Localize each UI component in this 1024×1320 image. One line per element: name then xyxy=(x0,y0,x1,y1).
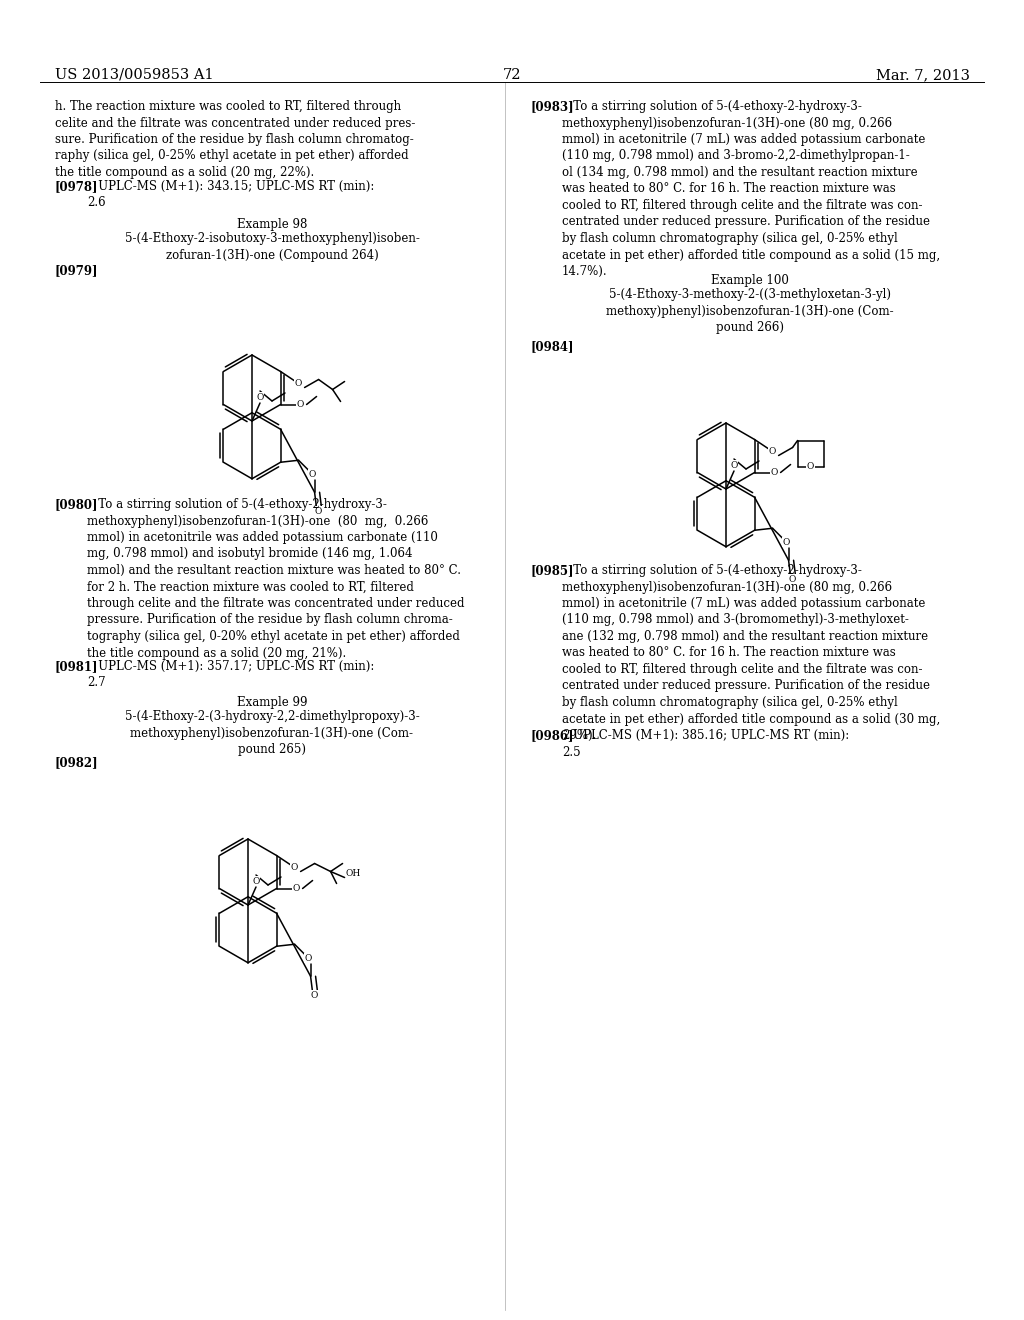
Text: Example 99: Example 99 xyxy=(237,696,307,709)
Text: [0979]: [0979] xyxy=(55,264,98,277)
Text: 5-(4-Ethoxy-2-(3-hydroxy-2,2-dimethylpropoxy)-3-
methoxyphenyl)isobenzofuran-1(3: 5-(4-Ethoxy-2-(3-hydroxy-2,2-dimethylpro… xyxy=(125,710,420,756)
Text: US 2013/0059853 A1: US 2013/0059853 A1 xyxy=(55,69,214,82)
Text: OH: OH xyxy=(345,869,360,878)
Text: To a stirring solution of 5-(4-ethoxy-2-hydroxy-3-
methoxyphenyl)isobenzofuran-1: To a stirring solution of 5-(4-ethoxy-2-… xyxy=(87,498,465,660)
Text: To a stirring solution of 5-(4-ethoxy-2-hydroxy-3-
methoxyphenyl)isobenzofuran-1: To a stirring solution of 5-(4-ethoxy-2-… xyxy=(562,100,940,279)
Text: h. The reaction mixture was cooled to RT, filtered through
celite and the filtra: h. The reaction mixture was cooled to RT… xyxy=(55,100,416,180)
Text: O: O xyxy=(807,462,814,471)
Text: O: O xyxy=(769,447,776,455)
Text: [0982]: [0982] xyxy=(55,756,98,770)
Text: [0986]: [0986] xyxy=(530,729,573,742)
Text: O: O xyxy=(305,954,312,962)
Text: [0984]: [0984] xyxy=(530,341,573,352)
Text: 72: 72 xyxy=(503,69,521,82)
Text: O: O xyxy=(293,884,300,894)
Text: 5-(4-Ethoxy-2-isobutoxy-3-methoxyphenyl)isoben-
zofuran-1(3H)-one (Compound 264): 5-(4-Ethoxy-2-isobutoxy-3-methoxyphenyl)… xyxy=(125,232,420,261)
Text: O: O xyxy=(295,379,302,388)
Text: O: O xyxy=(730,461,737,470)
Text: Mar. 7, 2013: Mar. 7, 2013 xyxy=(876,69,970,82)
Text: O: O xyxy=(252,876,260,886)
Text: UPLC-MS (M+1): 385.16; UPLC-MS RT (min):
2.5: UPLC-MS (M+1): 385.16; UPLC-MS RT (min):… xyxy=(562,729,849,759)
Text: [0978]: [0978] xyxy=(55,180,98,193)
Text: O: O xyxy=(783,537,791,546)
Text: [0985]: [0985] xyxy=(530,564,573,577)
Text: UPLC-MS (M+1): 357.17; UPLC-MS RT (min):
2.7: UPLC-MS (M+1): 357.17; UPLC-MS RT (min):… xyxy=(87,660,375,689)
Text: O: O xyxy=(291,863,298,873)
Text: O: O xyxy=(297,400,304,409)
Text: O: O xyxy=(256,392,264,401)
Text: O: O xyxy=(311,991,318,999)
Text: [0980]: [0980] xyxy=(55,498,98,511)
Text: O: O xyxy=(315,507,323,516)
Text: O: O xyxy=(788,574,797,583)
Text: Example 100: Example 100 xyxy=(711,275,788,286)
Text: 5-(4-Ethoxy-3-methoxy-2-((3-methyloxetan-3-yl)
methoxy)phenyl)isobenzofuran-1(3H: 5-(4-Ethoxy-3-methoxy-2-((3-methyloxetan… xyxy=(606,288,894,334)
Text: UPLC-MS (M+1): 343.15; UPLC-MS RT (min):
2.6: UPLC-MS (M+1): 343.15; UPLC-MS RT (min):… xyxy=(87,180,375,210)
Text: To a stirring solution of 5-(4-ethoxy-2-hydroxy-3-
methoxyphenyl)isobenzofuran-1: To a stirring solution of 5-(4-ethoxy-2-… xyxy=(562,564,940,742)
Text: [0983]: [0983] xyxy=(530,100,573,114)
Text: [0981]: [0981] xyxy=(55,660,98,673)
Text: O: O xyxy=(309,470,316,479)
Text: Example 98: Example 98 xyxy=(237,218,307,231)
Text: O: O xyxy=(771,469,778,477)
